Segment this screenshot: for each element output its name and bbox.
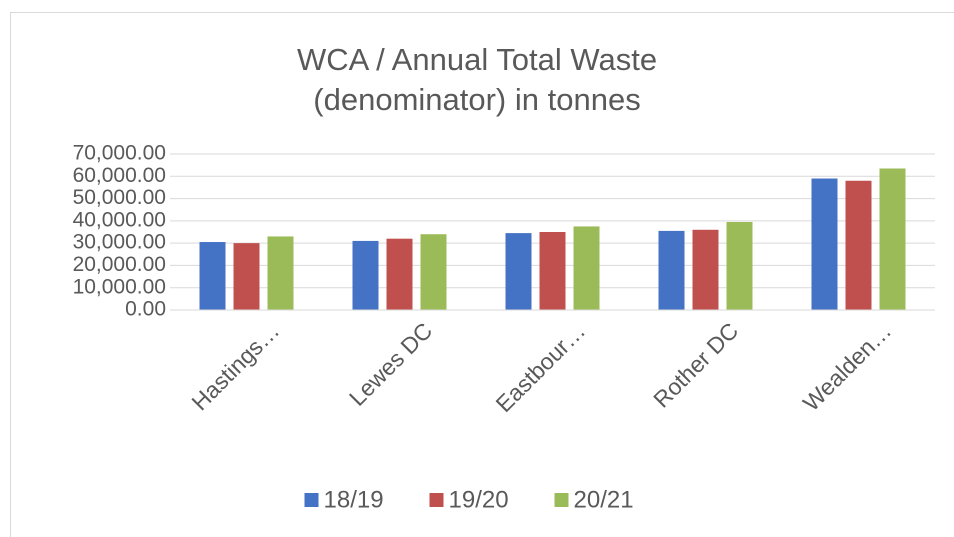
bar — [726, 221, 753, 310]
x-tick-label: Lewes DC — [344, 317, 437, 410]
bar — [658, 230, 685, 310]
y-tick-label: 70,000.00 — [73, 142, 166, 165]
bar — [352, 240, 379, 310]
x-tick-label: Hastings… — [186, 317, 284, 415]
bar — [233, 243, 260, 310]
chart-border — [10, 12, 954, 537]
y-tick-label: 30,000.00 — [73, 231, 166, 254]
legend-swatch — [304, 493, 319, 507]
y-tick-label: 20,000.00 — [73, 253, 166, 276]
x-tick-label: Rother DC — [648, 317, 743, 412]
bar — [267, 236, 294, 310]
chart-title: WCA / Annual Total Waste (denominator) i… — [296, 42, 658, 117]
bar — [420, 234, 447, 310]
y-tick-label: 10,000.00 — [73, 275, 166, 298]
legend-label: 20/21 — [574, 486, 634, 513]
x-tick-label: Wealden… — [798, 317, 897, 416]
bar — [505, 233, 532, 310]
bar — [199, 242, 226, 310]
legend-label: 18/19 — [324, 486, 384, 513]
x-tick-label: Eastbour… — [491, 317, 591, 417]
y-tick-label: 40,000.00 — [73, 208, 166, 231]
bar — [539, 232, 566, 310]
y-tick-label: 60,000.00 — [73, 164, 166, 187]
bar — [386, 238, 413, 310]
y-tick-label: 50,000.00 — [73, 186, 166, 209]
bar — [573, 226, 600, 310]
bar — [692, 229, 719, 310]
bar — [811, 178, 838, 310]
bar — [879, 168, 906, 310]
legend-label: 19/20 — [449, 486, 509, 513]
bar — [845, 180, 872, 310]
legend-swatch — [554, 493, 569, 507]
y-tick-label: 0.00 — [125, 298, 166, 321]
legend-swatch — [429, 493, 444, 507]
